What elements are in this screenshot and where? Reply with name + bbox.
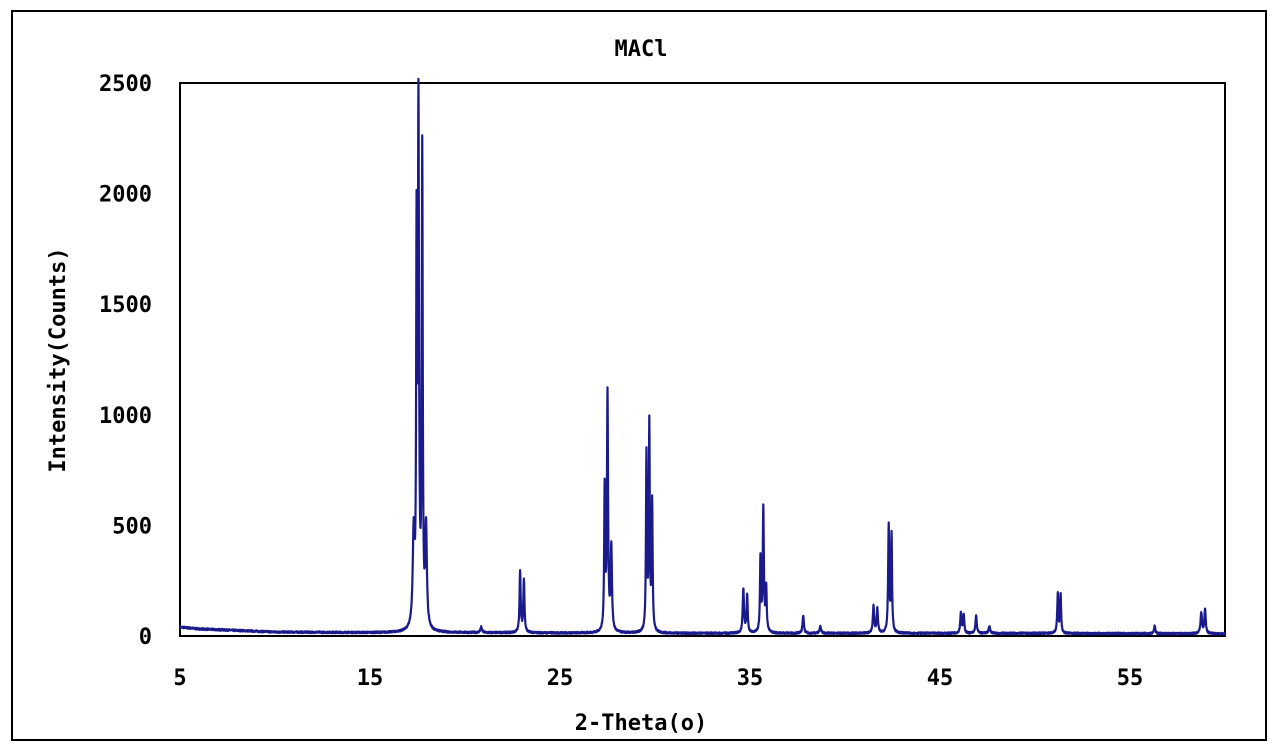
y-axis-title: Intensity(Counts) [46,247,71,472]
y-tick-label: 2000 [99,183,152,208]
y-tick-label: 1500 [99,293,152,318]
chart-title: MACl [615,37,668,62]
y-tick-label: 2500 [99,72,152,97]
series-line [178,77,1227,636]
x-axis: 5 15 25 35 45 55 [173,666,1143,691]
y-tick-label: 1000 [99,404,152,429]
x-tick-label: 15 [357,666,384,691]
x-tick-label: 55 [1117,666,1144,691]
x-tick-label: 45 [927,666,954,691]
y-tick-label: 500 [112,514,152,539]
x-tick-label: 5 [173,666,186,691]
x-axis-title: 2-Theta(o) [575,711,707,736]
y-tick-label: 0 [139,625,152,650]
plot-area [179,82,1226,637]
x-tick-label: 35 [737,666,764,691]
x-tick-label: 25 [547,666,574,691]
y-axis: 0 500 1000 1500 2000 2500 [99,72,152,650]
